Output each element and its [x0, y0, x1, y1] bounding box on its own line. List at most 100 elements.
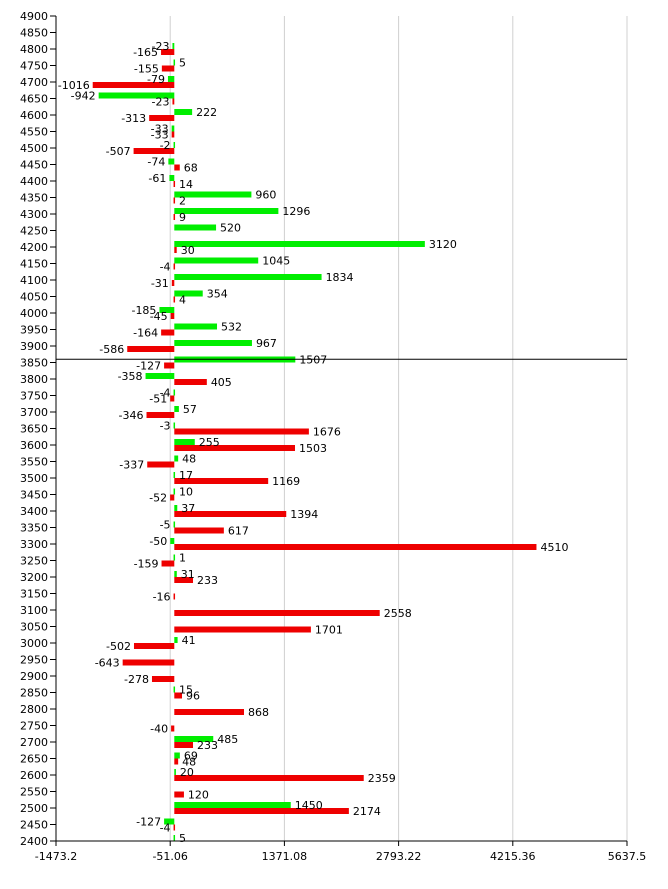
red-bar: [174, 791, 184, 798]
axis-layer: 4900 4850 4800 4750 4700 4650 4600 4550 4500 4450…: [20, 10, 646, 863]
red-bar-value-label: -159: [134, 558, 159, 571]
green-bar: [98, 92, 175, 99]
red-bar: [172, 98, 175, 105]
y-tick-label: 3800: [20, 373, 48, 386]
green-bar-value-label: 1834: [326, 271, 354, 284]
y-tick-label: 3600: [20, 439, 48, 452]
green-bar: [173, 422, 176, 429]
red-bar-value-label: 4: [179, 294, 186, 307]
red-bar-value-label: 48: [182, 756, 196, 769]
red-bar-value-label: 68: [184, 162, 198, 175]
green-bar-value-label: 37: [181, 502, 195, 515]
red-bar-value-label: -346: [119, 409, 144, 422]
green-bar-value-label: 17: [179, 469, 193, 482]
y-tick-label: 4700: [20, 76, 48, 89]
red-bar: [174, 610, 380, 616]
y-tick-label: 2700: [20, 736, 48, 749]
green-bar-value-label: 960: [255, 189, 276, 202]
red-bar-value-label: -127: [136, 360, 161, 373]
red-bar: [161, 329, 175, 336]
y-tick-label: 3450: [20, 489, 48, 502]
green-bar-value-label: -5: [160, 519, 171, 532]
green-bar-value-label: 48: [182, 453, 196, 466]
green-bar: [173, 389, 176, 396]
green-bar: [173, 686, 176, 693]
red-bar: [147, 461, 175, 468]
red-bar-value-label: -45: [150, 310, 168, 323]
green-bar: [174, 752, 180, 759]
y-tick-label: 2600: [20, 769, 48, 782]
green-bar-value-label: 1450: [295, 799, 323, 812]
grid-layer: [169, 16, 628, 841]
y-tick-label: 4050: [20, 291, 48, 304]
y-tick-label: 4000: [20, 307, 48, 320]
value-labels-layer: -235-79-942222-33-2-74-61960129652031201…: [58, 40, 569, 845]
green-bar-value-label: -127: [136, 816, 161, 829]
green-bar: [173, 835, 176, 841]
green-bar: [174, 224, 217, 231]
red-bar: [161, 49, 175, 55]
green-bar: [167, 76, 175, 82]
red-bar-value-label: 1701: [315, 624, 343, 637]
green-bar-value-label: 15: [179, 684, 193, 697]
red-bar-value-label: -586: [99, 343, 124, 356]
green-bar: [174, 505, 178, 511]
red-bar-value-label: 405: [211, 376, 232, 389]
green-bar: [173, 59, 176, 66]
red-bar: [173, 824, 176, 831]
green-bar-value-label: 69: [184, 750, 198, 763]
red-bar: [174, 709, 245, 715]
red-bar: [170, 395, 175, 402]
y-tick-label: 4850: [20, 27, 48, 40]
green-bar: [172, 43, 175, 49]
green-bar: [173, 554, 176, 561]
y-tick-label: 2750: [20, 720, 48, 733]
green-bar-value-label: 222: [196, 106, 217, 119]
red-bar: [164, 362, 175, 369]
y-tick-label: 2950: [20, 654, 48, 667]
red-bar-value-label: -33: [151, 129, 169, 142]
green-bar-value-label: -50: [149, 535, 167, 548]
red-bar-value-label: -165: [133, 46, 158, 59]
red-bar: [146, 412, 175, 418]
red-bar-value-label: -40: [150, 723, 168, 736]
green-bar-value-label: -4: [160, 387, 171, 400]
green-bar: [145, 373, 175, 379]
y-tick-label: 4800: [20, 43, 48, 56]
x-tick-label: -1473.2: [35, 850, 77, 863]
red-bar: [174, 742, 194, 748]
red-bar-value-label: -23: [151, 96, 169, 109]
y-tick-label: 2450: [20, 819, 48, 832]
red-bar: [173, 197, 176, 204]
green-bar: [168, 158, 175, 165]
y-tick-label: 3900: [20, 340, 48, 353]
red-bar-value-label: -1016: [58, 79, 90, 92]
red-bar: [173, 181, 176, 187]
green-bar: [174, 769, 176, 775]
red-bar-value-label: 2359: [368, 772, 396, 785]
y-tick-label: 3500: [20, 472, 48, 485]
y-tick-label: 2900: [20, 670, 48, 683]
red-bar: [174, 428, 309, 435]
red-bar-value-label: -507: [106, 145, 131, 158]
red-bar: [133, 148, 175, 154]
red-bar-value-label: -337: [119, 459, 144, 472]
green-bar-value-label: -358: [118, 370, 143, 383]
y-tick-label: 3850: [20, 357, 48, 370]
y-tick-label: 4350: [20, 192, 48, 205]
red-bar: [161, 560, 175, 567]
green-bar-value-label: -33: [151, 123, 169, 136]
green-bar-value-label: 1296: [282, 205, 310, 218]
red-bar-value-label: -278: [124, 673, 149, 686]
red-bar: [174, 511, 287, 517]
y-tick-label: 4650: [20, 93, 48, 106]
green-bar-value-label: 1: [179, 552, 186, 565]
green-bar: [174, 241, 425, 247]
green-bar: [164, 818, 175, 825]
red-bar: [174, 379, 207, 385]
red-bar-value-label: 4510: [540, 541, 568, 554]
green-bar-value-label: 1045: [262, 255, 290, 268]
y-tick-label: 3300: [20, 538, 48, 551]
green-bar: [169, 175, 175, 181]
